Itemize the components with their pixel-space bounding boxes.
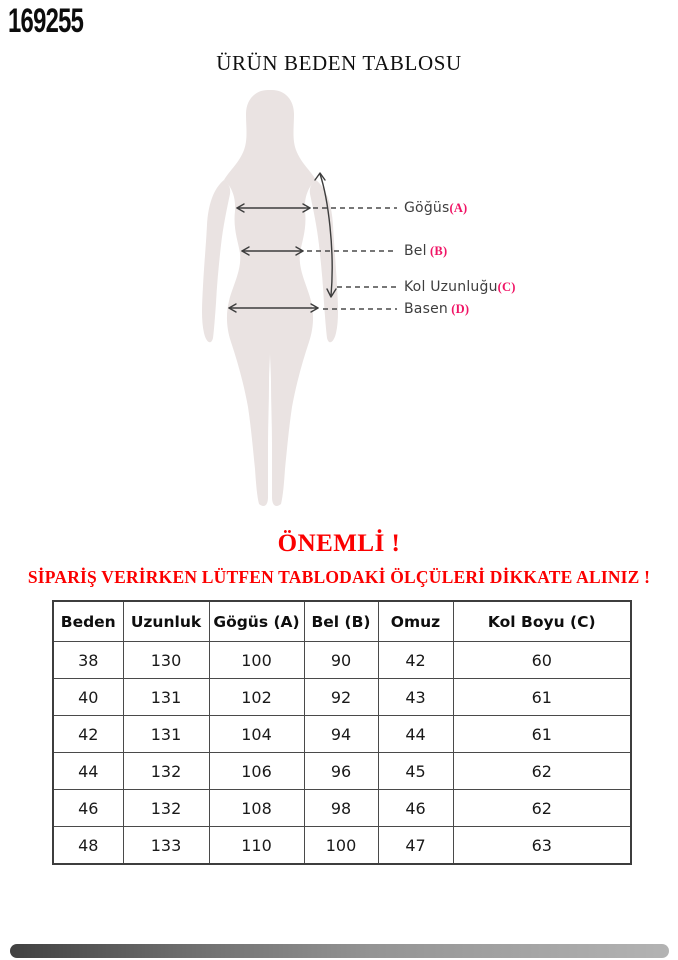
cell: 90 bbox=[303, 641, 379, 679]
product-code: 169255 bbox=[8, 2, 84, 40]
col-header-kol-boyu: Kol Boyu (C) bbox=[452, 600, 632, 642]
cell: 62 bbox=[452, 752, 632, 790]
cell: 42 bbox=[377, 641, 454, 679]
table-row: 38 130 100 90 42 60 bbox=[52, 641, 632, 679]
cell: 61 bbox=[452, 715, 632, 753]
measurement-label-text: Basen bbox=[404, 301, 448, 317]
cell: 44 bbox=[377, 715, 454, 753]
cell: 96 bbox=[303, 752, 379, 790]
cell: 61 bbox=[452, 678, 632, 716]
measurement-label-text: Kol Uzunluğu bbox=[404, 279, 498, 295]
right-arm-silhouette bbox=[309, 180, 338, 343]
chest-arrow bbox=[236, 203, 311, 213]
measurement-label-chest: Göğüs(A) bbox=[404, 200, 467, 216]
body-silhouette-diagram bbox=[202, 90, 397, 506]
cell: 42 bbox=[52, 715, 124, 753]
measurement-label-hip: Basen (D) bbox=[404, 301, 469, 317]
cell: 132 bbox=[122, 789, 210, 827]
page-title: ÜRÜN BEDEN TABLOSU bbox=[216, 51, 462, 75]
table-row: 42 131 104 94 44 61 bbox=[52, 715, 632, 753]
cell: 62 bbox=[452, 789, 632, 827]
cell: 48 bbox=[52, 826, 124, 865]
table-row: 46 132 108 98 46 62 bbox=[52, 789, 632, 827]
table-row: 48 133 110 100 47 63 bbox=[52, 826, 632, 865]
body-measurement-figure: Göğüs(A) Bel (B) Kol Uzunluğu(C) Basen (… bbox=[202, 90, 516, 506]
table-row: 40 131 102 92 43 61 bbox=[52, 678, 632, 716]
bottom-gradient-bar bbox=[10, 944, 669, 958]
cell: 44 bbox=[52, 752, 124, 790]
measurement-label-text: Bel bbox=[404, 243, 427, 259]
arm-length-arrow bbox=[314, 172, 337, 298]
cell: 100 bbox=[208, 641, 305, 679]
col-header-beden: Beden bbox=[52, 600, 124, 642]
cell: 131 bbox=[122, 678, 210, 716]
cell: 43 bbox=[377, 678, 454, 716]
cell: 108 bbox=[208, 789, 305, 827]
dashed-leader-lines bbox=[307, 207, 397, 310]
cell: 131 bbox=[122, 715, 210, 753]
cell: 110 bbox=[208, 826, 305, 865]
cell: 133 bbox=[122, 826, 210, 865]
cell: 130 bbox=[122, 641, 210, 679]
cell: 106 bbox=[208, 752, 305, 790]
body-silhouette bbox=[224, 90, 316, 506]
warning-text: SİPARİŞ VERİRKEN LÜTFEN TABLODAKİ ÖLÇÜLE… bbox=[27, 567, 651, 587]
cell: 94 bbox=[303, 715, 379, 753]
measurement-label-text: Göğüs bbox=[404, 200, 450, 216]
cell: 47 bbox=[377, 826, 454, 865]
cell: 38 bbox=[52, 641, 124, 679]
cell: 45 bbox=[377, 752, 454, 790]
cell: 40 bbox=[52, 678, 124, 716]
cell: 98 bbox=[303, 789, 379, 827]
cell: 63 bbox=[452, 826, 632, 865]
cell: 100 bbox=[303, 826, 379, 865]
cell: 46 bbox=[377, 789, 454, 827]
size-table: Beden Uzunluk Gögüs (A) Bel (B) Omuz Kol… bbox=[52, 600, 632, 865]
measurement-code-a: (A) bbox=[449, 201, 468, 215]
col-header-gogus: Gögüs (A) bbox=[208, 600, 305, 642]
measurement-label-arm-length: Kol Uzunluğu(C) bbox=[404, 279, 516, 295]
important-heading: ÖNEMLİ ! bbox=[277, 530, 401, 557]
measurement-code-d: (D) bbox=[447, 302, 470, 316]
cell: 92 bbox=[303, 678, 379, 716]
cell: 102 bbox=[208, 678, 305, 716]
cell: 104 bbox=[208, 715, 305, 753]
table-row: 44 132 106 96 45 62 bbox=[52, 752, 632, 790]
col-header-bel: Bel (B) bbox=[303, 600, 379, 642]
cell: 46 bbox=[52, 789, 124, 827]
hip-arrow bbox=[228, 303, 319, 313]
col-header-omuz: Omuz bbox=[377, 600, 454, 642]
cell: 60 bbox=[452, 641, 632, 679]
measurement-label-waist: Bel (B) bbox=[404, 243, 447, 259]
col-header-uzunluk: Uzunluk bbox=[122, 600, 210, 642]
measurement-code-b: (B) bbox=[426, 244, 448, 258]
cell: 132 bbox=[122, 752, 210, 790]
size-table-header-row: Beden Uzunluk Gögüs (A) Bel (B) Omuz Kol… bbox=[52, 600, 632, 642]
measurement-code-c: (C) bbox=[497, 280, 516, 294]
waist-arrow bbox=[241, 246, 304, 256]
left-arm-silhouette bbox=[202, 180, 231, 343]
